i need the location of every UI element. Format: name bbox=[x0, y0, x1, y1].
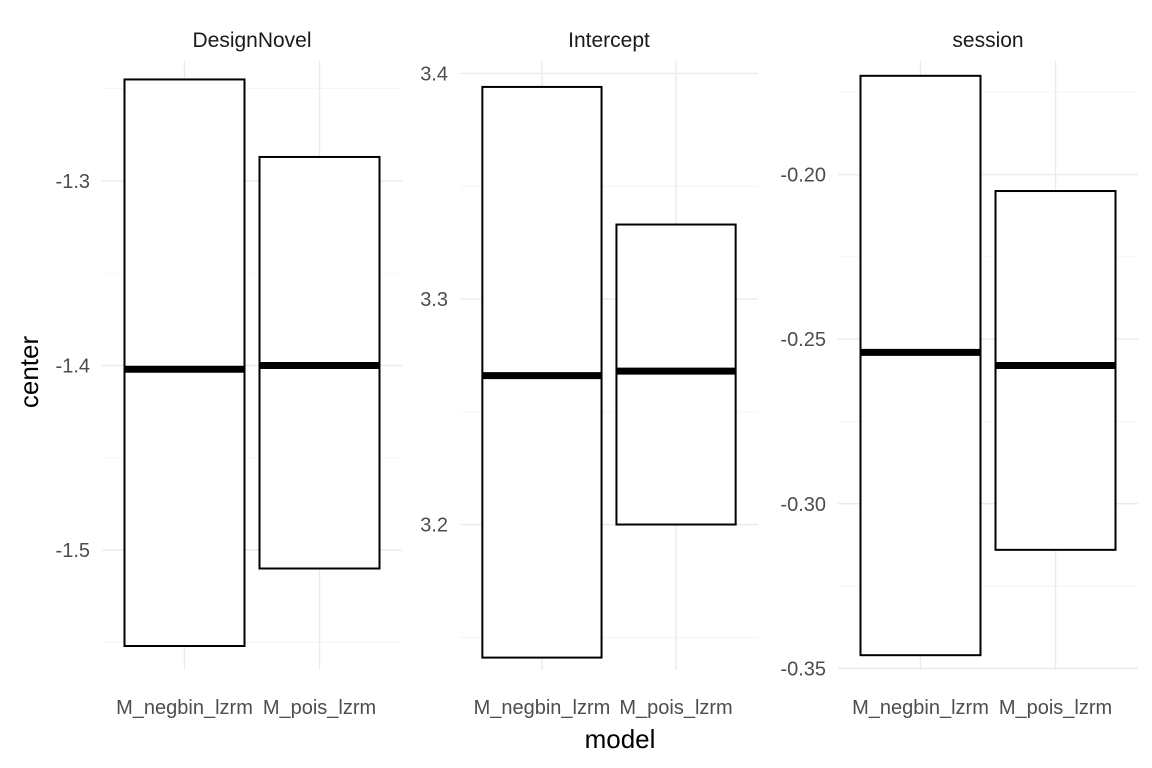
y-tick-label: -0.25 bbox=[780, 329, 826, 351]
facet-title: Intercept bbox=[568, 29, 650, 52]
y-tick-label: -0.30 bbox=[780, 494, 826, 516]
y-axis-title: center bbox=[14, 336, 44, 409]
x-tick-label: M_pois_lzrm bbox=[263, 697, 376, 719]
facet-title: DesignNovel bbox=[192, 29, 311, 52]
y-tick-label: -0.20 bbox=[780, 165, 826, 187]
chart-panels: -1.5 -1.4 -1.3 DesignNovel M_negbin_lzrm M_po… bbox=[56, 29, 1138, 719]
x-tick-label: M_pois_lzrm bbox=[999, 697, 1112, 719]
x-tick-label: M_negbin_lzrm bbox=[852, 697, 989, 719]
facet-title: session bbox=[952, 29, 1023, 52]
facet-panel-session: -0.35 -0.30 -0.25 -0.20 session M_negbin_lzrm… bbox=[780, 29, 1138, 719]
crossbar-box-M_pois_lzrm bbox=[994, 190, 1117, 551]
y-tick-label: 3.4 bbox=[420, 63, 448, 85]
x-axis-title: model bbox=[585, 724, 656, 754]
y-tick-label: 3.3 bbox=[420, 289, 448, 311]
y-tick-label: -1.3 bbox=[56, 171, 90, 193]
y-tick-label: -1.4 bbox=[56, 356, 90, 378]
y-tick-label: 3.2 bbox=[420, 515, 448, 537]
y-tick-label: -0.35 bbox=[780, 658, 826, 680]
y-tick-label: -1.5 bbox=[56, 540, 90, 562]
x-tick-label: M_pois_lzrm bbox=[619, 697, 732, 719]
facet-panel-DesignNovel: -1.5 -1.4 -1.3 DesignNovel M_negbin_lzrm M_po… bbox=[56, 29, 402, 719]
x-tick-label: M_negbin_lzrm bbox=[474, 697, 611, 719]
facet-panel-Intercept: 3.2 3.3 3.4 Intercept M_negbin_lzrm M_pois_lz… bbox=[420, 29, 758, 719]
x-tick-label: M_negbin_lzrm bbox=[116, 697, 253, 719]
crossbar-box-M_negbin_lzrm bbox=[859, 74, 982, 657]
crossbar-box-M_negbin_lzrm bbox=[123, 78, 246, 648]
